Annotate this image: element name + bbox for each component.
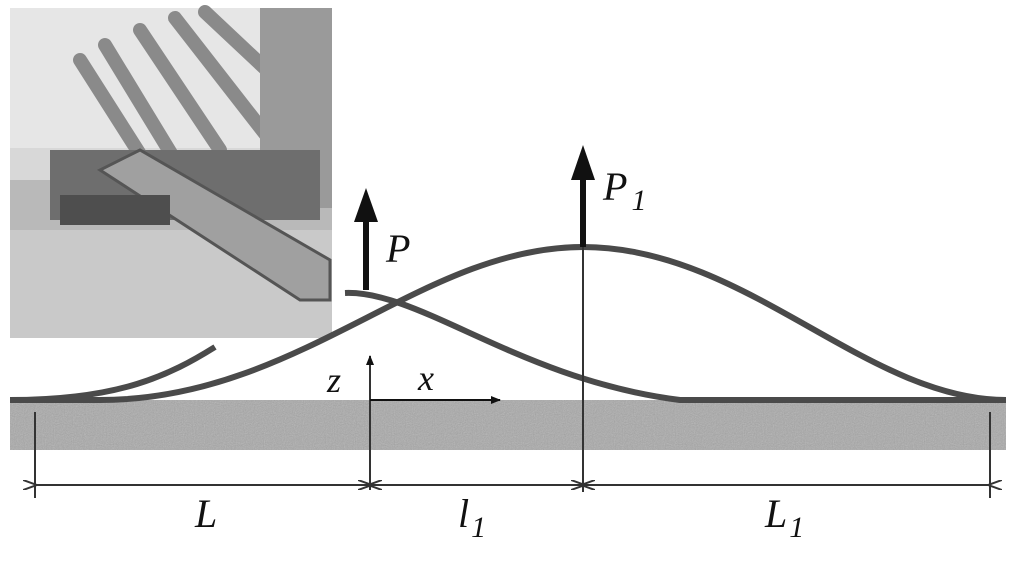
pipe-curve-initial-right <box>344 289 1006 403</box>
dimension-lines <box>35 412 990 498</box>
pipe-laying-photo <box>10 5 332 338</box>
label-l1-span: l1 <box>458 491 486 544</box>
force-arrow-p <box>354 188 378 290</box>
label-x: x <box>417 358 434 398</box>
force-arrow-p1 <box>571 145 595 247</box>
label-big-l1-span: L1 <box>764 491 804 544</box>
seabed <box>10 400 1006 450</box>
label-p: P <box>385 226 410 271</box>
label-l-span: L <box>194 491 217 536</box>
label-z: z <box>326 360 341 400</box>
